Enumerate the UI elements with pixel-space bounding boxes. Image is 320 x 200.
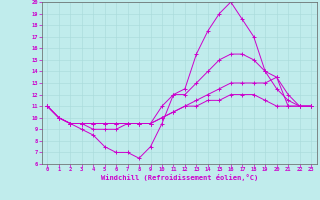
X-axis label: Windchill (Refroidissement éolien,°C): Windchill (Refroidissement éolien,°C) (100, 174, 258, 181)
